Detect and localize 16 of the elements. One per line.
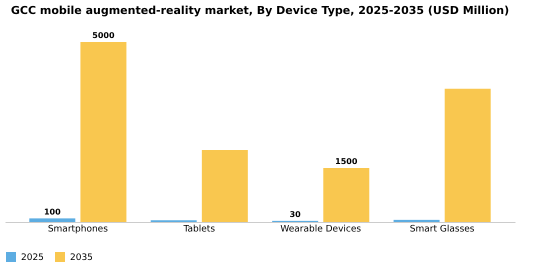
- bar: [444, 88, 491, 222]
- legend-label: 2035: [70, 253, 93, 263]
- x-tick-label: Wearable Devices: [280, 224, 362, 234]
- x-tick-label: Smart Glasses: [410, 224, 475, 234]
- chart-title: GCC mobile augmented-reality market, By Device Type, 2025-2035 (USD Million): [10, 4, 510, 17]
- x-tick-label: Smartphones: [48, 224, 108, 234]
- data-label: 5000: [92, 31, 115, 40]
- data-label: 100: [44, 207, 62, 216]
- x-tick-label: Tablets: [182, 224, 216, 234]
- bar: [29, 218, 76, 222]
- legend-label: 2025: [21, 253, 44, 263]
- data-label: 30: [290, 210, 302, 219]
- bar: [202, 150, 248, 222]
- data-label: 1500: [335, 157, 358, 166]
- bar: [323, 168, 370, 222]
- bar: [80, 42, 126, 222]
